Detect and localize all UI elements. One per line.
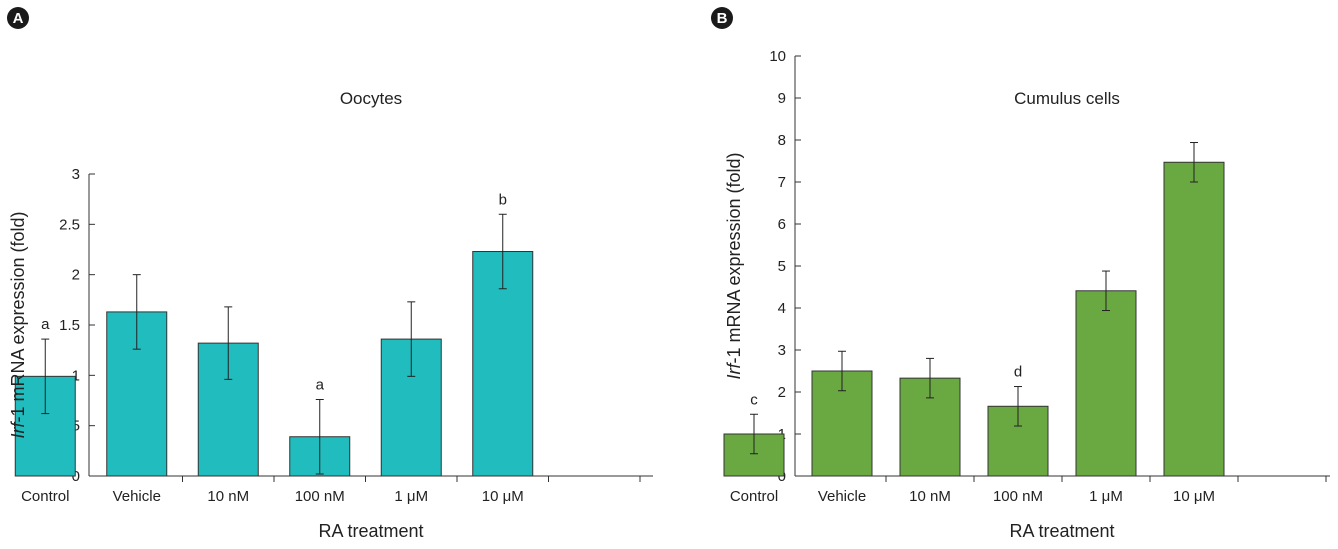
y-tick-label: 3	[778, 342, 786, 359]
y-tick-label: 5	[778, 258, 786, 275]
chart-title: Oocytes	[340, 89, 402, 108]
y-tick-label: 0	[72, 468, 80, 485]
y-tick-label: 2.5	[59, 216, 80, 233]
chart-title: Cumulus cells	[1014, 89, 1120, 108]
y-tick-label: 10	[769, 48, 786, 65]
y-axis-label-rest: -1 mRNA expression (fold)	[8, 211, 28, 422]
y-tick-label: 2	[72, 267, 80, 284]
y-tick-label: 1	[72, 367, 80, 384]
panel-badge	[7, 7, 29, 29]
bar-5	[1075, 290, 1137, 477]
y-tick-label: 9	[778, 90, 786, 107]
bar-6	[1163, 161, 1225, 477]
y-tick-label: 6	[778, 216, 786, 233]
x-tick-label: 100 nM	[295, 488, 345, 505]
significance-label: c	[750, 391, 758, 408]
x-tick-label: Vehicle	[113, 488, 161, 505]
x-tick-label: 10 nM	[207, 488, 249, 505]
panel-letter: B	[717, 10, 728, 27]
y-tick-label: 7	[778, 174, 786, 191]
x-tick-label: 1 μM	[1089, 488, 1123, 505]
x-axis-label: RA treatment	[318, 521, 423, 541]
significance-label: a	[316, 376, 325, 393]
significance-label: b	[499, 191, 507, 208]
y-axis-label: Irf-1 mRNA expression (fold)	[724, 152, 744, 379]
x-tick-label: Vehicle	[818, 488, 866, 505]
y-tick-label: 2	[778, 384, 786, 401]
y-axis-label-gene: Irf	[8, 421, 28, 439]
y-tick-label: 3	[72, 166, 80, 183]
y-axis-label-rest: -1 mRNA expression (fold)	[724, 152, 744, 363]
x-tick-label: 10 μM	[482, 488, 524, 505]
y-axis-label-gene: Irf	[724, 362, 744, 380]
y-tick-label: 4	[778, 300, 786, 317]
x-tick-label: 10 μM	[1173, 488, 1215, 505]
x-tick-label: 100 nM	[993, 488, 1043, 505]
x-tick-label: 10 nM	[909, 488, 951, 505]
x-tick-label: Control	[730, 488, 778, 505]
significance-label: d	[1014, 364, 1022, 381]
y-tick-label: 1.5	[59, 317, 80, 334]
y-axis-label: Irf-1 mRNA expression (fold)	[8, 211, 28, 438]
x-tick-label: 1 μM	[394, 488, 428, 505]
x-tick-label: Control	[21, 488, 69, 505]
x-axis-label: RA treatment	[1009, 521, 1114, 541]
significance-label: a	[41, 316, 50, 333]
panel-badge	[711, 7, 733, 29]
y-tick-label: 8	[778, 132, 786, 149]
panel-letter: A	[13, 10, 24, 27]
